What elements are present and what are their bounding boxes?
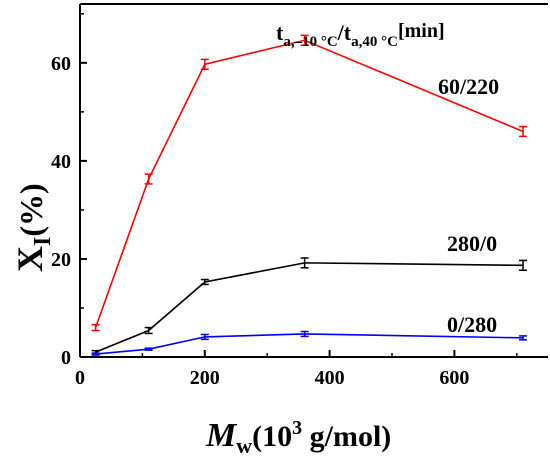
- x-axis-title: Mw(103 g/mol): [205, 417, 391, 458]
- x-ticks: 0 200 400 600: [75, 350, 518, 389]
- data-point: [144, 326, 153, 335]
- series-label-280-0: 280/0: [447, 231, 497, 256]
- legend-title-slash: /: [337, 20, 345, 45]
- y-tick-label: 40: [51, 151, 71, 173]
- x-axis-title-main: M: [205, 417, 238, 454]
- plot-frame: [79, 3, 548, 358]
- legend-title-t1: t: [276, 20, 284, 45]
- series-label-60-220: 60/220: [438, 74, 499, 99]
- series-60-220: [91, 34, 528, 332]
- legend-title-sub1: a,–10 °C: [283, 34, 337, 50]
- series-280-0: [91, 257, 528, 355]
- series-group: [91, 34, 528, 356]
- series-line: [95, 262, 524, 353]
- legend-title-t2: t: [344, 20, 352, 45]
- data-point: [200, 278, 209, 286]
- data-point: [519, 125, 528, 138]
- x-axis-title-sub: w: [236, 433, 252, 458]
- data-point: [519, 335, 528, 341]
- x-tick-label: 200: [190, 367, 220, 389]
- x-tick-label: 400: [315, 367, 345, 389]
- series-label-0-280: 0/280: [447, 312, 497, 337]
- data-point: [200, 333, 209, 341]
- series-0-280: [91, 330, 528, 356]
- y-tick-label: 20: [51, 249, 71, 271]
- y-tick-label: 0: [61, 347, 71, 369]
- legend-title: ta,–10 °C/ta,40 °C[min]: [276, 20, 445, 50]
- legend-title-unit: [min]: [398, 20, 445, 42]
- y-axis-title-main: X: [10, 246, 50, 272]
- x-tick-label: 600: [439, 367, 469, 389]
- x-axis-title-sup: 3: [292, 417, 302, 439]
- data-point: [91, 352, 100, 356]
- y-ticks: 0 20 40 60: [51, 13, 87, 369]
- data-point: [519, 259, 528, 271]
- y-axis-title-sub: I: [30, 237, 56, 246]
- x-axis-title-rest1: (10: [252, 420, 292, 453]
- data-point: [300, 34, 309, 46]
- legend-title-sub2: a,40 °C: [351, 34, 398, 50]
- x-tick-label: 0: [75, 367, 85, 389]
- data-point: [300, 330, 309, 338]
- y-axis-title: XI(%): [10, 183, 56, 272]
- x-axis-title-rest2: g/mol): [302, 420, 391, 453]
- data-point: [144, 347, 153, 351]
- y-axis-title-rest: (%): [13, 183, 49, 236]
- data-point: [200, 58, 209, 70]
- data-point: [300, 257, 309, 269]
- data-point: [91, 323, 100, 332]
- data-point: [144, 173, 153, 185]
- y-tick-label: 60: [51, 53, 71, 75]
